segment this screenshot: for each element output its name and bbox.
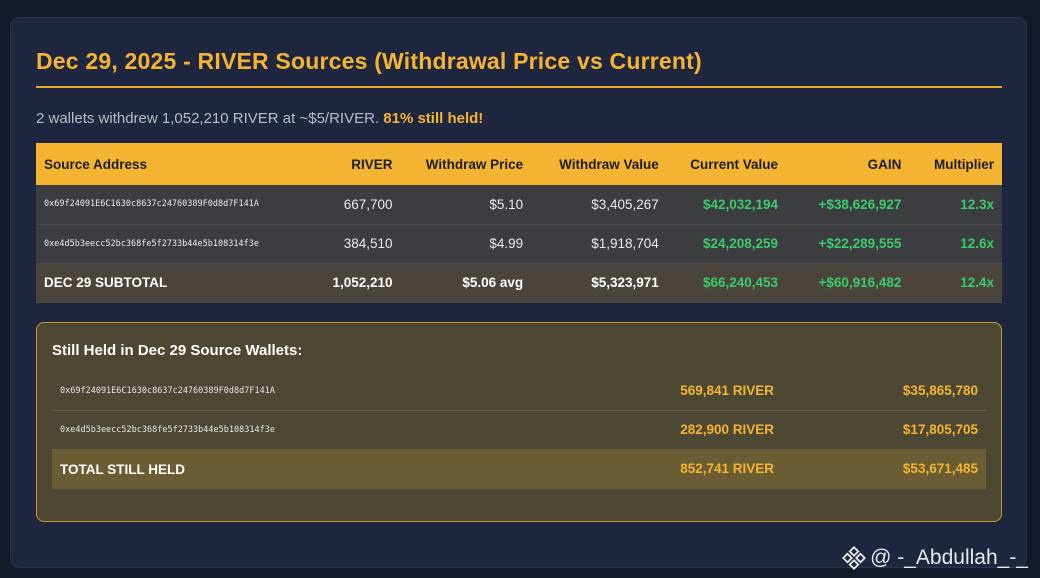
held-value: $35,865,780 (902, 383, 978, 398)
col-current-value: Current Value (666, 143, 787, 185)
table-row: 0xe4d5b3eecc52bc368fe5f2733b44e5b108314f… (36, 224, 1002, 264)
col-withdraw-value: Withdraw Value (531, 143, 667, 185)
current-value: $24,208,259 (666, 224, 787, 264)
multiplier: 12.3x (909, 185, 1002, 225)
sources-table: Source Address RIVER Withdraw Price With… (36, 143, 1002, 303)
subtotal-row: DEC 29 SUBTOTAL 1,052,210 $5.06 avg $5,3… (36, 263, 1002, 303)
subtotal-withdraw-value: $5,323,971 (531, 263, 667, 303)
subtotal-multiplier: 12.4x (909, 263, 1002, 303)
held-value: $17,805,705 (902, 422, 978, 437)
held-amount: 282,900 RIVER (680, 422, 774, 437)
col-withdraw-price: Withdraw Price (400, 143, 532, 185)
subtotal-label: DEC 29 SUBTOTAL (36, 263, 325, 303)
multiplier: 12.6x (909, 224, 1002, 264)
page-title: Dec 29, 2025 - RIVER Sources (Withdrawal… (36, 48, 702, 74)
withdraw-value: $1,918,704 (531, 224, 667, 264)
col-gain: GAIN (786, 143, 910, 185)
still-held-title: Still Held in Dec 29 Source Wallets: (52, 342, 303, 359)
subtotal-current-value: $66,240,453 (666, 263, 787, 303)
river-amount: 667,700 (324, 185, 401, 225)
withdraw-value: $3,405,267 (531, 185, 667, 225)
table-header-row: Source Address RIVER Withdraw Price With… (36, 143, 1002, 185)
held-row: 0x69f24091E6C1630c8637c24760389F0d8d7F14… (52, 372, 986, 411)
source-address: 0xe4d5b3eecc52bc368fe5f2733b44e5b108314f… (36, 224, 325, 264)
title-divider (36, 86, 1002, 88)
held-total-row: TOTAL STILL HELD 852,741 RIVER $53,671,4… (52, 450, 986, 489)
held-total-amount: 852,741 RIVER (680, 461, 774, 476)
held-total-value: $53,671,485 (902, 461, 978, 476)
watermark-text: @ -_Abdullah_-_ (870, 546, 1028, 569)
still-held-panel: Still Held in Dec 29 Source Wallets: 0x6… (36, 322, 1002, 522)
subtotal-gain: +$60,916,482 (786, 263, 910, 303)
summary-text: 2 wallets withdrew 1,052,210 RIVER at ~$… (36, 110, 380, 127)
gain: +$22,289,555 (786, 224, 910, 264)
held-address: 0x69f24091E6C1630c8637c24760389F0d8d7F14… (60, 386, 275, 396)
held-amount: 569,841 RIVER (680, 383, 774, 398)
held-address: 0xe4d5b3eecc52bc368fe5f2733b44e5b108314f… (60, 425, 275, 435)
river-amount: 384,510 (324, 224, 401, 264)
table-row: 0x69f24091E6C1630c8637c24760389F0d8d7F14… (36, 185, 1002, 225)
withdraw-price: $5.10 (400, 185, 532, 225)
withdraw-price: $4.99 (400, 224, 532, 264)
summary-highlight: 81% still held! (383, 110, 484, 127)
held-total-label: TOTAL STILL HELD (60, 462, 186, 477)
col-river: RIVER (324, 143, 401, 185)
summary-line: 2 wallets withdrew 1,052,210 RIVER at ~$… (36, 110, 483, 127)
subtotal-river: 1,052,210 (324, 263, 401, 303)
source-address: 0x69f24091E6C1630c8637c24760389F0d8d7F14… (36, 185, 325, 225)
col-multiplier: Multiplier (909, 143, 1002, 185)
subtotal-withdraw-price: $5.06 avg (400, 263, 532, 303)
binance-logo-icon (842, 546, 867, 570)
current-value: $42,032,194 (666, 185, 787, 225)
report-card: Dec 29, 2025 - RIVER Sources (Withdrawal… (10, 17, 1027, 568)
held-row: 0xe4d5b3eecc52bc368fe5f2733b44e5b108314f… (52, 411, 986, 450)
col-source-address: Source Address (36, 143, 325, 185)
watermark: @ -_Abdullah_-_ (842, 546, 1028, 570)
gain: +$38,626,927 (786, 185, 910, 225)
